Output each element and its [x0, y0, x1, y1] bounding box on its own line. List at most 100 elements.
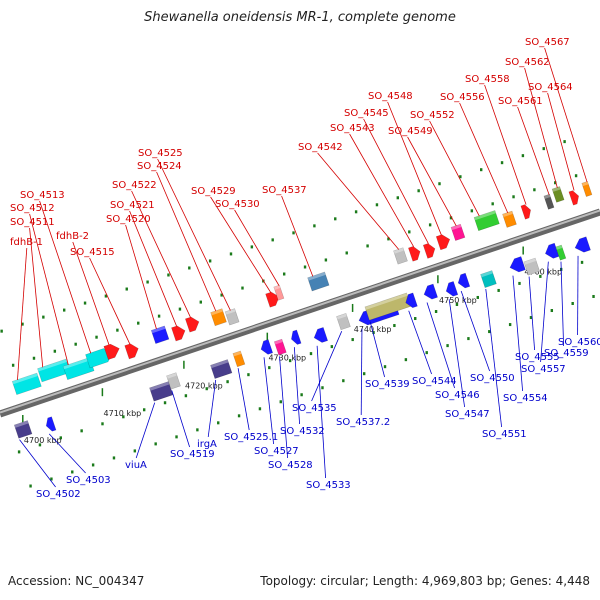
- reverse-gene-4[interactable]: [210, 359, 233, 379]
- reverse-gene-22[interactable]: [573, 236, 591, 255]
- forward-gene-21[interactable]: [520, 203, 533, 220]
- reverse-gene-label[interactable]: SO_4551: [482, 429, 527, 440]
- forward-gene-label[interactable]: SO_4561: [498, 96, 543, 107]
- forward-gene-label[interactable]: SO_4549: [388, 126, 433, 137]
- forward-gene-label[interactable]: SO_4520: [106, 214, 151, 225]
- reverse-gene-14[interactable]: [422, 283, 438, 301]
- reverse-gene-label[interactable]: SO_4525.1: [224, 432, 278, 443]
- reverse-gene-label[interactable]: SO_4559: [544, 348, 589, 359]
- forward-gene-label[interactable]: SO_4542: [298, 142, 343, 153]
- reverse-gene-6[interactable]: [259, 339, 274, 356]
- reverse-gene-18[interactable]: [508, 256, 526, 275]
- forward-gene-25[interactable]: [581, 181, 593, 197]
- forward-gene-label[interactable]: SO_4515: [70, 247, 115, 258]
- reverse-gene-8[interactable]: [289, 329, 302, 346]
- forward-gene-14[interactable]: [393, 247, 408, 265]
- forward-gene-17[interactable]: [435, 233, 452, 251]
- reverse-gene-0[interactable]: [13, 420, 33, 439]
- forward-gene-label[interactable]: SO_4511: [10, 217, 55, 228]
- forward-gene-label[interactable]: SO_4530: [215, 199, 260, 210]
- reverse-leader-line: [528, 276, 535, 351]
- forward-gene-15[interactable]: [408, 245, 422, 262]
- forward-gene-label[interactable]: SO_4522: [112, 180, 157, 191]
- track-dot: [414, 317, 417, 321]
- reverse-gene-label[interactable]: SO_4527: [254, 446, 299, 457]
- forward-gene-label[interactable]: SO_4545: [344, 108, 389, 119]
- forward-gene-label[interactable]: SO_4537: [262, 185, 307, 196]
- forward-gene-13[interactable]: [307, 271, 330, 292]
- forward-gene-22[interactable]: [543, 193, 555, 210]
- forward-gene-5[interactable]: [124, 342, 141, 360]
- forward-gene-label[interactable]: SO_4521: [110, 200, 155, 211]
- reverse-gene-label[interactable]: SO_4532: [280, 426, 325, 437]
- reverse-gene-9[interactable]: [312, 327, 329, 344]
- reverse-gene-1[interactable]: [44, 416, 57, 433]
- reverse-gene-label[interactable]: SO_4555: [515, 352, 560, 363]
- reverse-gene-label[interactable]: SO_4544: [412, 376, 457, 387]
- reverse-gene-label[interactable]: SO_4519: [170, 449, 215, 460]
- forward-gene-label[interactable]: SO_4556: [440, 92, 485, 103]
- forward-gene-label[interactable]: fdhB-1: [10, 237, 43, 248]
- reverse-gene-2[interactable]: [149, 381, 174, 402]
- forward-gene-label[interactable]: SO_4548: [368, 91, 413, 102]
- forward-leader-line: [387, 101, 442, 236]
- reverse-gene-19[interactable]: [523, 257, 541, 276]
- forward-gene-12[interactable]: [273, 284, 285, 301]
- reverse-gene-7[interactable]: [273, 338, 287, 356]
- reverse-gene-label[interactable]: SO_4539: [365, 379, 410, 390]
- reverse-gene-label[interactable]: SO_4503: [66, 475, 111, 486]
- reverse-gene-17[interactable]: [480, 270, 497, 288]
- reverse-gene-21[interactable]: [555, 244, 567, 261]
- forward-gene-4[interactable]: [103, 342, 122, 360]
- forward-gene-label[interactable]: fdhB-2: [56, 231, 89, 242]
- forward-gene-24[interactable]: [568, 189, 581, 206]
- reverse-gene-label[interactable]: SO_4554: [503, 393, 548, 404]
- forward-gene-20[interactable]: [502, 210, 517, 228]
- forward-gene-10[interactable]: [224, 308, 240, 326]
- reverse-gene-label[interactable]: SO_4550: [470, 373, 515, 384]
- reverse-gene-label[interactable]: SO_4528: [268, 460, 313, 471]
- reverse-gene-label[interactable]: SO_4557: [521, 364, 566, 375]
- forward-leader-line: [547, 92, 575, 191]
- forward-gene-label[interactable]: SO_4567: [525, 37, 570, 48]
- reverse-gene-label[interactable]: irgA: [197, 439, 217, 450]
- forward-gene-label[interactable]: SO_4543: [330, 123, 375, 134]
- reverse-gene-label[interactable]: SO_4546: [435, 390, 480, 401]
- forward-gene-8[interactable]: [185, 315, 201, 333]
- reverse-gene-label[interactable]: viuA: [125, 460, 147, 471]
- forward-gene-6[interactable]: [150, 325, 170, 344]
- reverse-gene-label[interactable]: SO_4560: [558, 337, 600, 348]
- forward-gene-7[interactable]: [171, 324, 187, 342]
- reverse-gene-15[interactable]: [444, 281, 459, 297]
- forward-gene-label[interactable]: SO_4564: [528, 82, 573, 93]
- forward-gene-23[interactable]: [551, 186, 565, 203]
- reverse-gene-label[interactable]: SO_4547: [445, 409, 490, 420]
- forward-gene-9[interactable]: [210, 308, 227, 327]
- forward-gene-label[interactable]: SO_4529: [191, 186, 236, 197]
- forward-gene-label[interactable]: SO_4512: [10, 203, 55, 214]
- track-dot: [383, 365, 387, 369]
- forward-gene-label[interactable]: SO_4513: [20, 190, 65, 201]
- reverse-gene-13[interactable]: [403, 292, 418, 309]
- forward-gene-19[interactable]: [473, 210, 500, 232]
- forward-gene-label[interactable]: SO_4558: [465, 74, 510, 85]
- forward-gene-label[interactable]: SO_4524: [137, 161, 182, 172]
- forward-gene-16[interactable]: [422, 242, 437, 259]
- reverse-gene-16[interactable]: [456, 272, 471, 289]
- forward-gene-18[interactable]: [450, 223, 466, 241]
- forward-gene-0[interactable]: [11, 372, 42, 395]
- reverse-gene-5[interactable]: [232, 350, 246, 368]
- reverse-gene-10[interactable]: [336, 313, 351, 331]
- reverse-gene-3[interactable]: [166, 372, 181, 390]
- reverse-gene-20[interactable]: [543, 242, 560, 260]
- forward-gene-label[interactable]: SO_4562: [505, 57, 550, 68]
- reverse-gene-label[interactable]: SO_4535: [292, 403, 337, 414]
- topology-label: Topology:: [260, 574, 317, 588]
- reverse-gene-label[interactable]: SO_4537.2: [336, 417, 390, 428]
- reverse-leader-line: [512, 275, 523, 392]
- reverse-gene-label[interactable]: SO_4533: [306, 480, 351, 491]
- forward-gene-label[interactable]: SO_4525: [138, 148, 183, 159]
- reverse-gene-label[interactable]: SO_4502: [36, 489, 81, 500]
- forward-gene-label[interactable]: SO_4552: [410, 110, 455, 121]
